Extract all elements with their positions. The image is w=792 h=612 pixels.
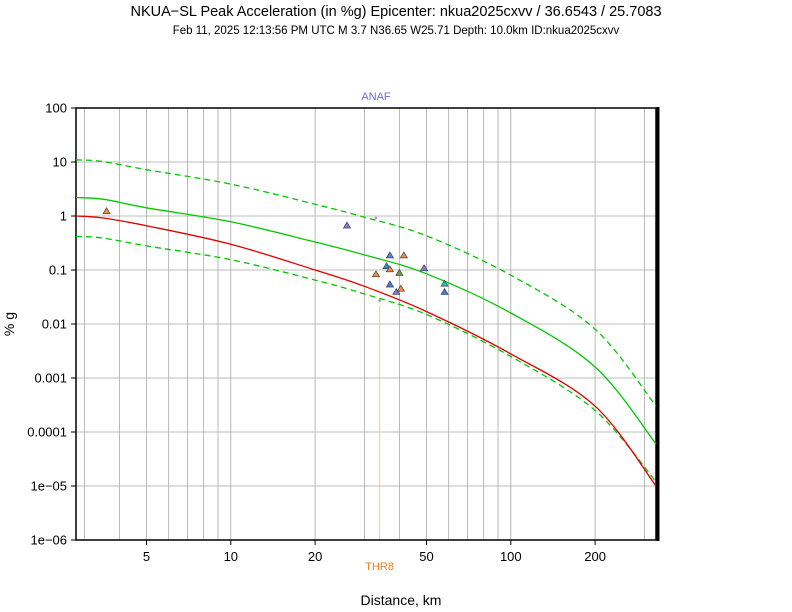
curve-red <box>75 215 657 487</box>
y-tick-label: 0.1 <box>49 263 67 278</box>
station-label-thr8: THR8 <box>365 561 394 573</box>
station-label-anaf: ANAF <box>361 91 391 103</box>
y-tick-label: 0.0001 <box>27 425 67 440</box>
station-marker <box>419 264 429 272</box>
y-tick-label: 10 <box>53 155 67 170</box>
x-tick-label: 200 <box>584 549 606 564</box>
y-axis-label: % g <box>1 312 17 336</box>
station-marker <box>342 221 352 229</box>
y-tick-label: 0.01 <box>42 317 67 332</box>
station-marker <box>385 251 395 259</box>
station-marker-small <box>378 299 381 303</box>
y-tick-label: 1e−06 <box>30 533 67 548</box>
curve-lower-green-dashed <box>75 235 657 483</box>
station-marker <box>385 280 395 288</box>
station-marker <box>396 284 406 292</box>
y-tick-label: 1e−05 <box>30 479 67 494</box>
x-tick-label: 10 <box>224 549 238 564</box>
station-marker <box>399 251 408 259</box>
curve-upper-green-dashed <box>75 159 657 407</box>
y-tick-label: 1 <box>60 209 67 224</box>
x-tick-label: 50 <box>419 549 433 564</box>
station-marker <box>382 262 391 270</box>
curve-median-green <box>75 196 657 445</box>
station-marker-small <box>374 216 378 220</box>
y-tick-label: 100 <box>45 101 67 116</box>
chart-title: NKUA−SL Peak Acceleration (in %g) Epicen… <box>130 4 662 20</box>
x-tick-label: 20 <box>308 549 322 564</box>
station-marker <box>395 268 404 276</box>
station-marker <box>440 287 449 295</box>
chart-subtitle: Feb 11, 2025 12:13:56 PM UTC M 3.7 N36.6… <box>172 25 620 37</box>
station-marker <box>385 265 395 273</box>
station-marker <box>371 270 381 278</box>
x-tick-label: 5 <box>143 549 150 564</box>
station-marker <box>440 279 449 287</box>
y-tick-label: 0.001 <box>34 371 67 386</box>
x-axis-label: Distance, km <box>361 592 442 608</box>
x-tick-label: 100 <box>500 549 522 564</box>
station-marker <box>102 207 111 215</box>
